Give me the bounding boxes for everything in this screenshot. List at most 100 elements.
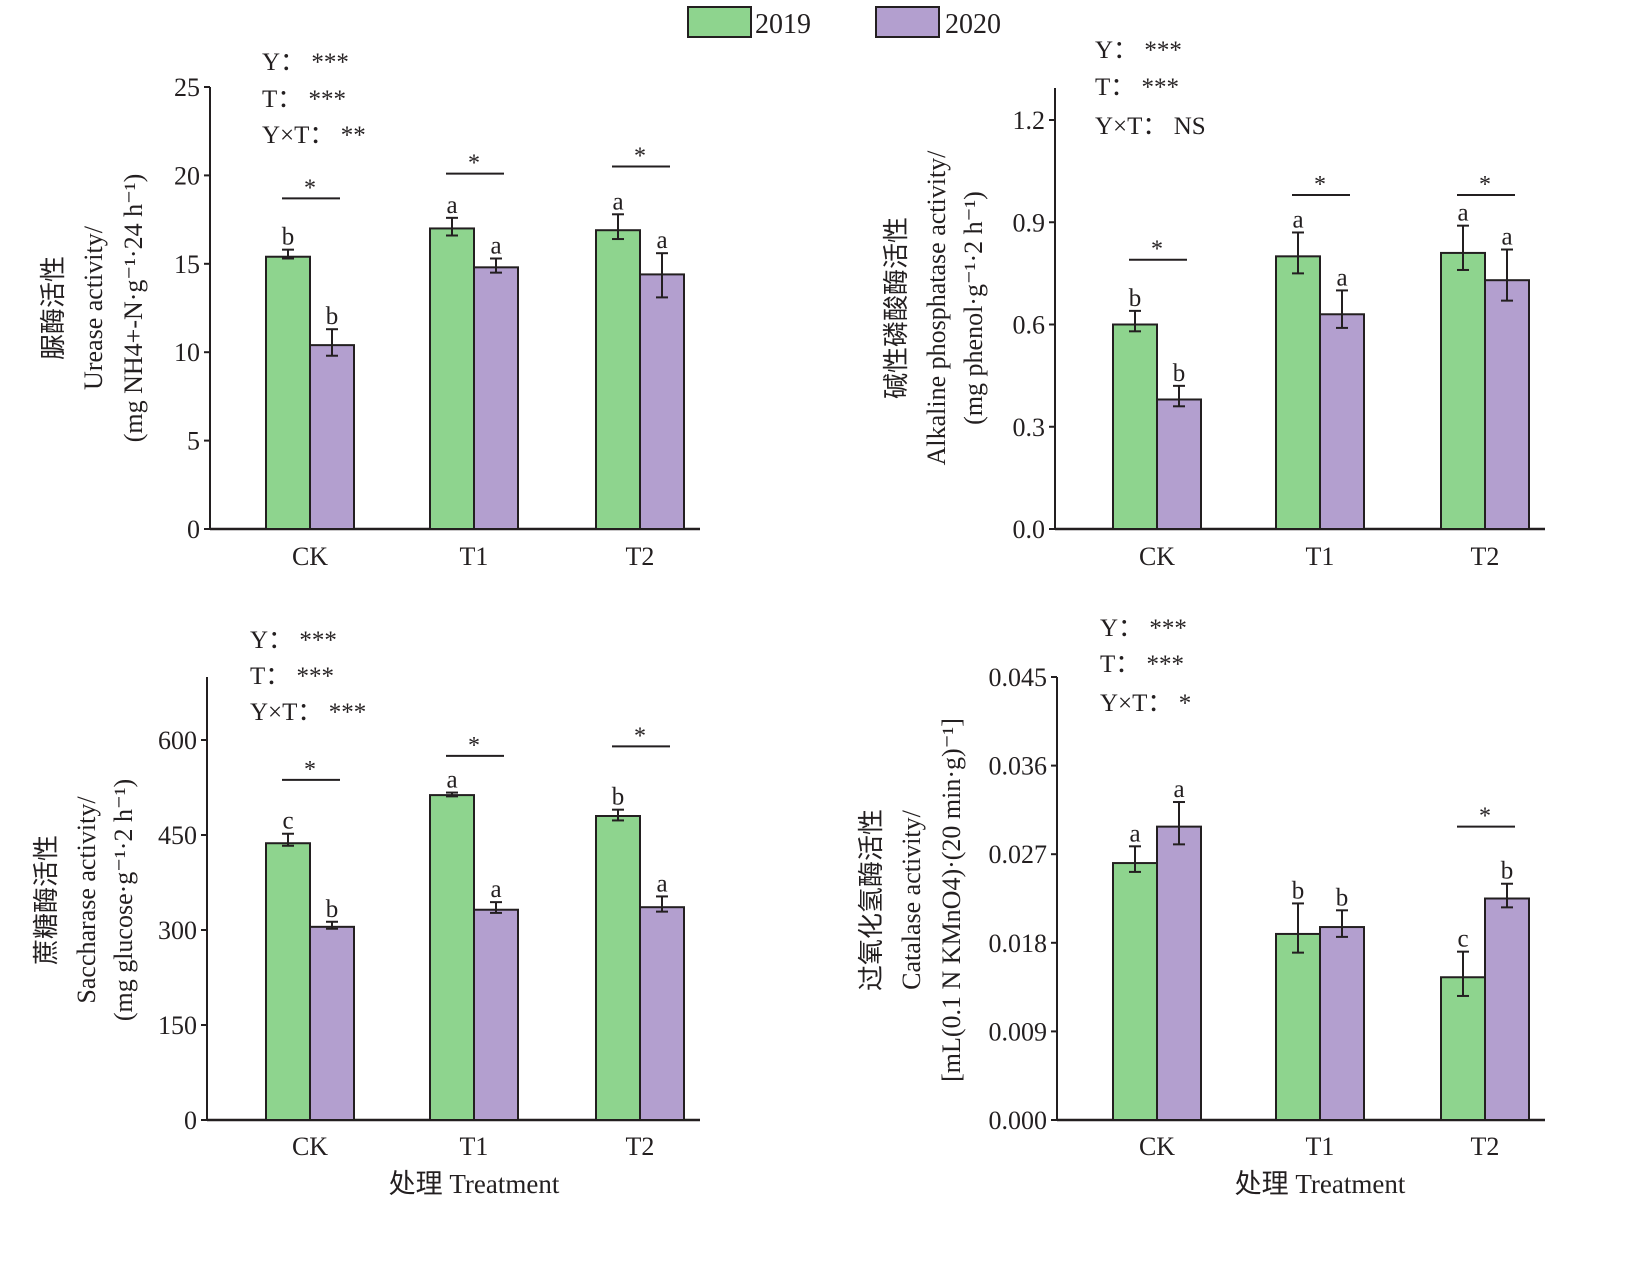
- significance-letter: b: [1292, 877, 1305, 904]
- legend: 2019 2020: [687, 6, 1001, 40]
- y-tick-label: 0.0: [1013, 515, 1046, 544]
- y-tick-label: 450: [158, 821, 197, 850]
- y-axis-label: Saccharase activity/: [72, 796, 101, 1004]
- y-axis-label: 脲酶活性: [39, 256, 68, 360]
- y-axis-label: [mL(0.1 N KMnO4)·(20 min·g)⁻¹]: [937, 718, 966, 1082]
- significance-letter: a: [1129, 820, 1140, 847]
- significance-letter: a: [490, 232, 501, 259]
- y-axis-label: 碱性磷酸酶活性: [882, 217, 911, 399]
- anova-label: Y×T：: [1100, 690, 1172, 717]
- y-axis-label: 过氧化氢酶活性: [857, 809, 886, 991]
- y-tick-label: 5: [187, 427, 200, 456]
- significance-letter: a: [1457, 200, 1468, 227]
- bar-2019-CK: [1112, 323, 1158, 530]
- x-axis-label: 处理 Treatment: [1235, 1169, 1406, 1199]
- anova-label: T：: [250, 663, 290, 690]
- y-axis-label: (mg phenol·g⁻¹·2 h⁻¹): [959, 191, 988, 425]
- y-tick-label: 1.2: [1013, 106, 1046, 135]
- pair-sig-star: *: [1314, 172, 1326, 198]
- anova-annotation: T： ***: [250, 663, 334, 690]
- bar-2019-T2: [595, 229, 641, 530]
- bar-2020-T2: [1484, 897, 1530, 1121]
- anova-value: ***: [290, 663, 334, 690]
- significance-letter: b: [326, 303, 339, 330]
- significance-letter: c: [282, 808, 293, 835]
- significance-letter: b: [282, 224, 295, 251]
- anova-annotation: Y×T： *: [1100, 690, 1191, 717]
- significance-letter: b: [1336, 884, 1349, 911]
- bar-2020-T1: [1319, 926, 1365, 1121]
- significance-letter: a: [656, 870, 667, 897]
- anova-label: Y：: [1100, 615, 1143, 642]
- bar-2020-CK: [309, 925, 355, 1121]
- significance-letter: b: [326, 896, 339, 923]
- y-axis-label: (mg glucose·g⁻¹·2 h⁻¹): [109, 779, 138, 1021]
- y-axis-label: (mg NH4+-N·g⁻¹·24 h⁻¹): [119, 174, 148, 443]
- bar-2020-T1: [473, 266, 519, 530]
- y-axis-label: Alkaline phosphatase activity/: [922, 150, 951, 466]
- bar-2020-CK: [1156, 825, 1202, 1121]
- y-tick-label: 150: [158, 1011, 197, 1040]
- anova-value: NS: [1167, 113, 1205, 140]
- significance-letter: a: [1292, 206, 1303, 233]
- anova-annotation: Y： ***: [1095, 37, 1182, 64]
- y-tick-label: 0.027: [989, 840, 1048, 869]
- y-tick-label: 20: [174, 161, 200, 190]
- anova-annotation: T： ***: [262, 86, 346, 113]
- anova-label: T：: [1095, 74, 1135, 101]
- anova-annotation: Y×T： ***: [250, 699, 366, 726]
- pair-sig-star: *: [304, 175, 316, 201]
- bar-2019-CK: [265, 255, 311, 530]
- anova-value: ***: [1135, 74, 1179, 101]
- significance-letter: a: [446, 192, 457, 219]
- y-tick-label: 0.045: [989, 663, 1048, 692]
- bar-2019-T1: [429, 227, 475, 530]
- bar-2019-CK: [1112, 862, 1158, 1121]
- x-tick-label: CK: [292, 1132, 328, 1161]
- bar-2019-T2: [1440, 251, 1486, 531]
- anova-annotation: Y： ***: [262, 49, 349, 76]
- bar-2020-T1: [473, 908, 519, 1121]
- y-tick-label: 0.036: [989, 752, 1048, 781]
- y-tick-label: 10: [174, 338, 200, 367]
- anova-annotation: T： ***: [1100, 651, 1184, 678]
- y-tick-label: 25: [174, 73, 200, 102]
- x-tick-label: CK: [1139, 542, 1175, 571]
- significance-letter: b: [612, 784, 625, 811]
- x-tick-label: T2: [1471, 542, 1500, 571]
- y-tick-label: 0.6: [1013, 311, 1046, 340]
- significance-letter: b: [1173, 360, 1186, 387]
- anova-value: ***: [302, 86, 346, 113]
- anova-value: *: [1172, 690, 1191, 717]
- anova-value: ***: [1138, 37, 1182, 64]
- anova-value: **: [334, 122, 365, 149]
- significance-letter: a: [1336, 264, 1347, 291]
- pair-sig-star: *: [468, 733, 480, 759]
- y-tick-label: 600: [158, 726, 197, 755]
- anova-value: ***: [293, 627, 337, 654]
- bar-2020-T2: [639, 906, 685, 1122]
- significance-letter: a: [656, 227, 667, 254]
- pair-sig-star: *: [1479, 804, 1491, 830]
- pair-sig-star: *: [634, 723, 646, 749]
- x-tick-label: T1: [1306, 1132, 1335, 1161]
- anova-annotation: Y×T： **: [262, 122, 366, 149]
- x-tick-label: CK: [292, 542, 328, 571]
- bar-2020-T1: [1319, 313, 1365, 530]
- y-tick-label: 0.009: [989, 1017, 1048, 1046]
- y-axis-label: Urease activity/: [79, 225, 108, 390]
- significance-letter: c: [1457, 926, 1468, 953]
- significance-letter: a: [490, 876, 501, 903]
- y-tick-label: 0: [184, 1106, 197, 1135]
- anova-annotation: T： ***: [1095, 74, 1179, 101]
- y-tick-label: 15: [174, 250, 200, 279]
- bar-2019-T2: [1440, 976, 1486, 1121]
- pair-sig-star: *: [304, 757, 316, 783]
- y-axis-label: Catalase activity/: [897, 809, 926, 990]
- anova-label: T：: [262, 86, 302, 113]
- y-tick-label: 0.9: [1013, 208, 1046, 237]
- bar-2019-T2: [595, 815, 641, 1121]
- x-tick-label: T2: [1471, 1132, 1500, 1161]
- pair-sig-star: *: [634, 144, 646, 170]
